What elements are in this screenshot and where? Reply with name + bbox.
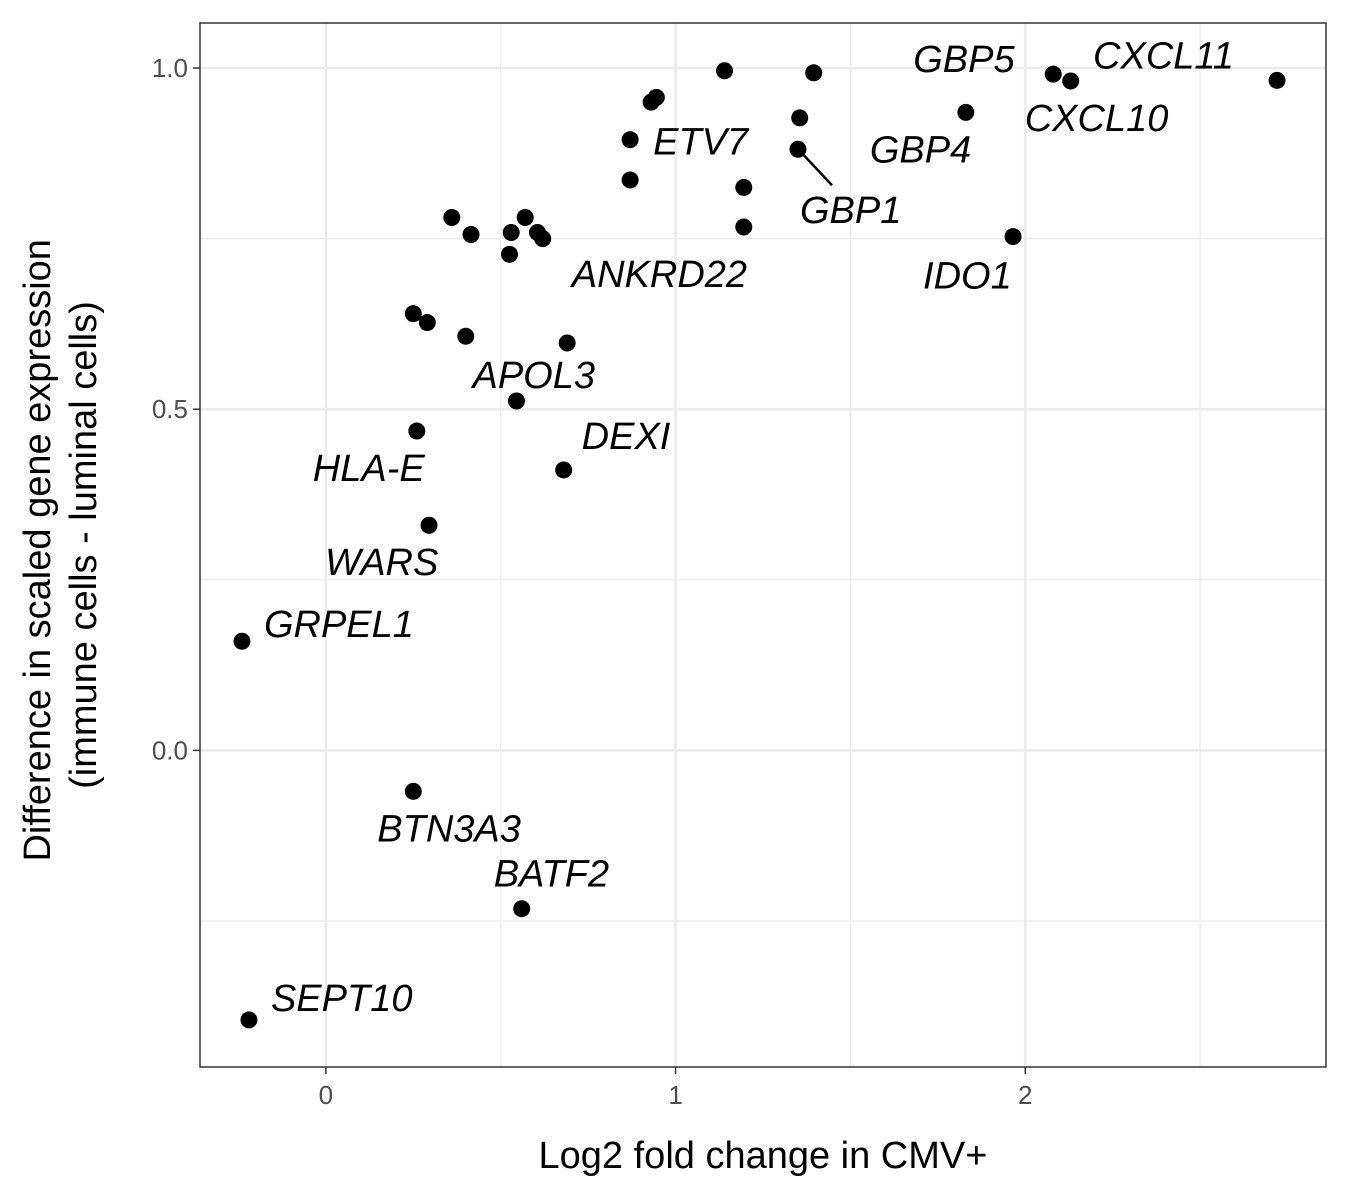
data-point: [647, 88, 665, 106]
point-label: GRPEL1: [264, 604, 414, 646]
data-point: [735, 178, 753, 196]
data-point: [789, 140, 807, 158]
y-tick-label: 0.0: [152, 735, 188, 765]
point-label: BTN3A3: [377, 808, 521, 850]
major-grid: [200, 23, 1326, 1067]
point-label: BATF2: [494, 854, 609, 896]
data-point: [502, 223, 520, 241]
point-label: HLA-E: [313, 448, 426, 490]
y-tick-label: 1.0: [152, 53, 188, 83]
data-point: [507, 392, 525, 410]
data-point: [500, 245, 518, 263]
data-points: [233, 62, 1286, 1029]
data-point: [1004, 228, 1022, 246]
x-tick-label: 2: [1018, 1080, 1032, 1110]
data-point: [805, 64, 823, 82]
x-tick-label: 1: [668, 1080, 682, 1110]
data-point: [735, 218, 753, 236]
data-point: [516, 208, 534, 226]
data-point: [1044, 65, 1062, 83]
y-axis-ticks: 0.0 0.5 1.0: [152, 53, 200, 765]
data-point: [716, 62, 734, 80]
point-label: CXCL11: [1093, 35, 1234, 77]
point-label: GBP5: [913, 39, 1015, 81]
y-tick-label: 0.5: [152, 394, 188, 424]
minor-grid: [200, 23, 1326, 1067]
point-label: ETV7: [653, 122, 750, 164]
data-point: [555, 461, 573, 479]
data-point: [457, 327, 475, 345]
data-point: [404, 782, 422, 800]
point-label: SEPT10: [271, 978, 413, 1020]
data-point: [420, 516, 438, 534]
data-point: [233, 632, 251, 650]
panel-border: [199, 22, 1327, 1068]
point-label: CXCL10: [1025, 98, 1169, 140]
point-label: GBP1: [800, 190, 901, 232]
data-point: [418, 314, 436, 332]
point-label: APOL3: [470, 355, 595, 397]
x-axis-ticks: 0 1 2: [319, 1067, 1033, 1110]
data-point: [408, 422, 426, 440]
data-point: [462, 226, 480, 244]
data-point: [957, 103, 975, 121]
data-point: [558, 334, 576, 352]
data-point: [621, 131, 639, 149]
point-label: WARS: [325, 542, 438, 584]
data-point: [513, 900, 531, 918]
data-point: [404, 305, 422, 323]
data-point: [1268, 71, 1286, 89]
point-label: DEXI: [582, 416, 671, 458]
point-label: IDO1: [923, 256, 1012, 298]
gbp1-leader-line: [801, 152, 833, 187]
x-tick-label: 0: [319, 1080, 333, 1110]
data-point: [534, 230, 552, 248]
point-label: ANKRD22: [570, 254, 747, 296]
y-axis-title-line-2: (immune cells - luminal cells): [63, 301, 105, 789]
data-point: [443, 208, 461, 226]
data-point: [240, 1011, 258, 1029]
y-axis-title: Difference in scaled gene expression (im…: [17, 228, 105, 861]
data-point: [621, 171, 639, 189]
data-point: [1062, 72, 1080, 90]
data-point: [791, 109, 809, 127]
x-axis-title: Log2 fold change in CMV+: [539, 1135, 988, 1177]
y-axis-title-line-1: Difference in scaled gene expression: [17, 239, 59, 861]
label-leader-lines: [801, 152, 833, 187]
point-label: GBP4: [870, 129, 971, 171]
